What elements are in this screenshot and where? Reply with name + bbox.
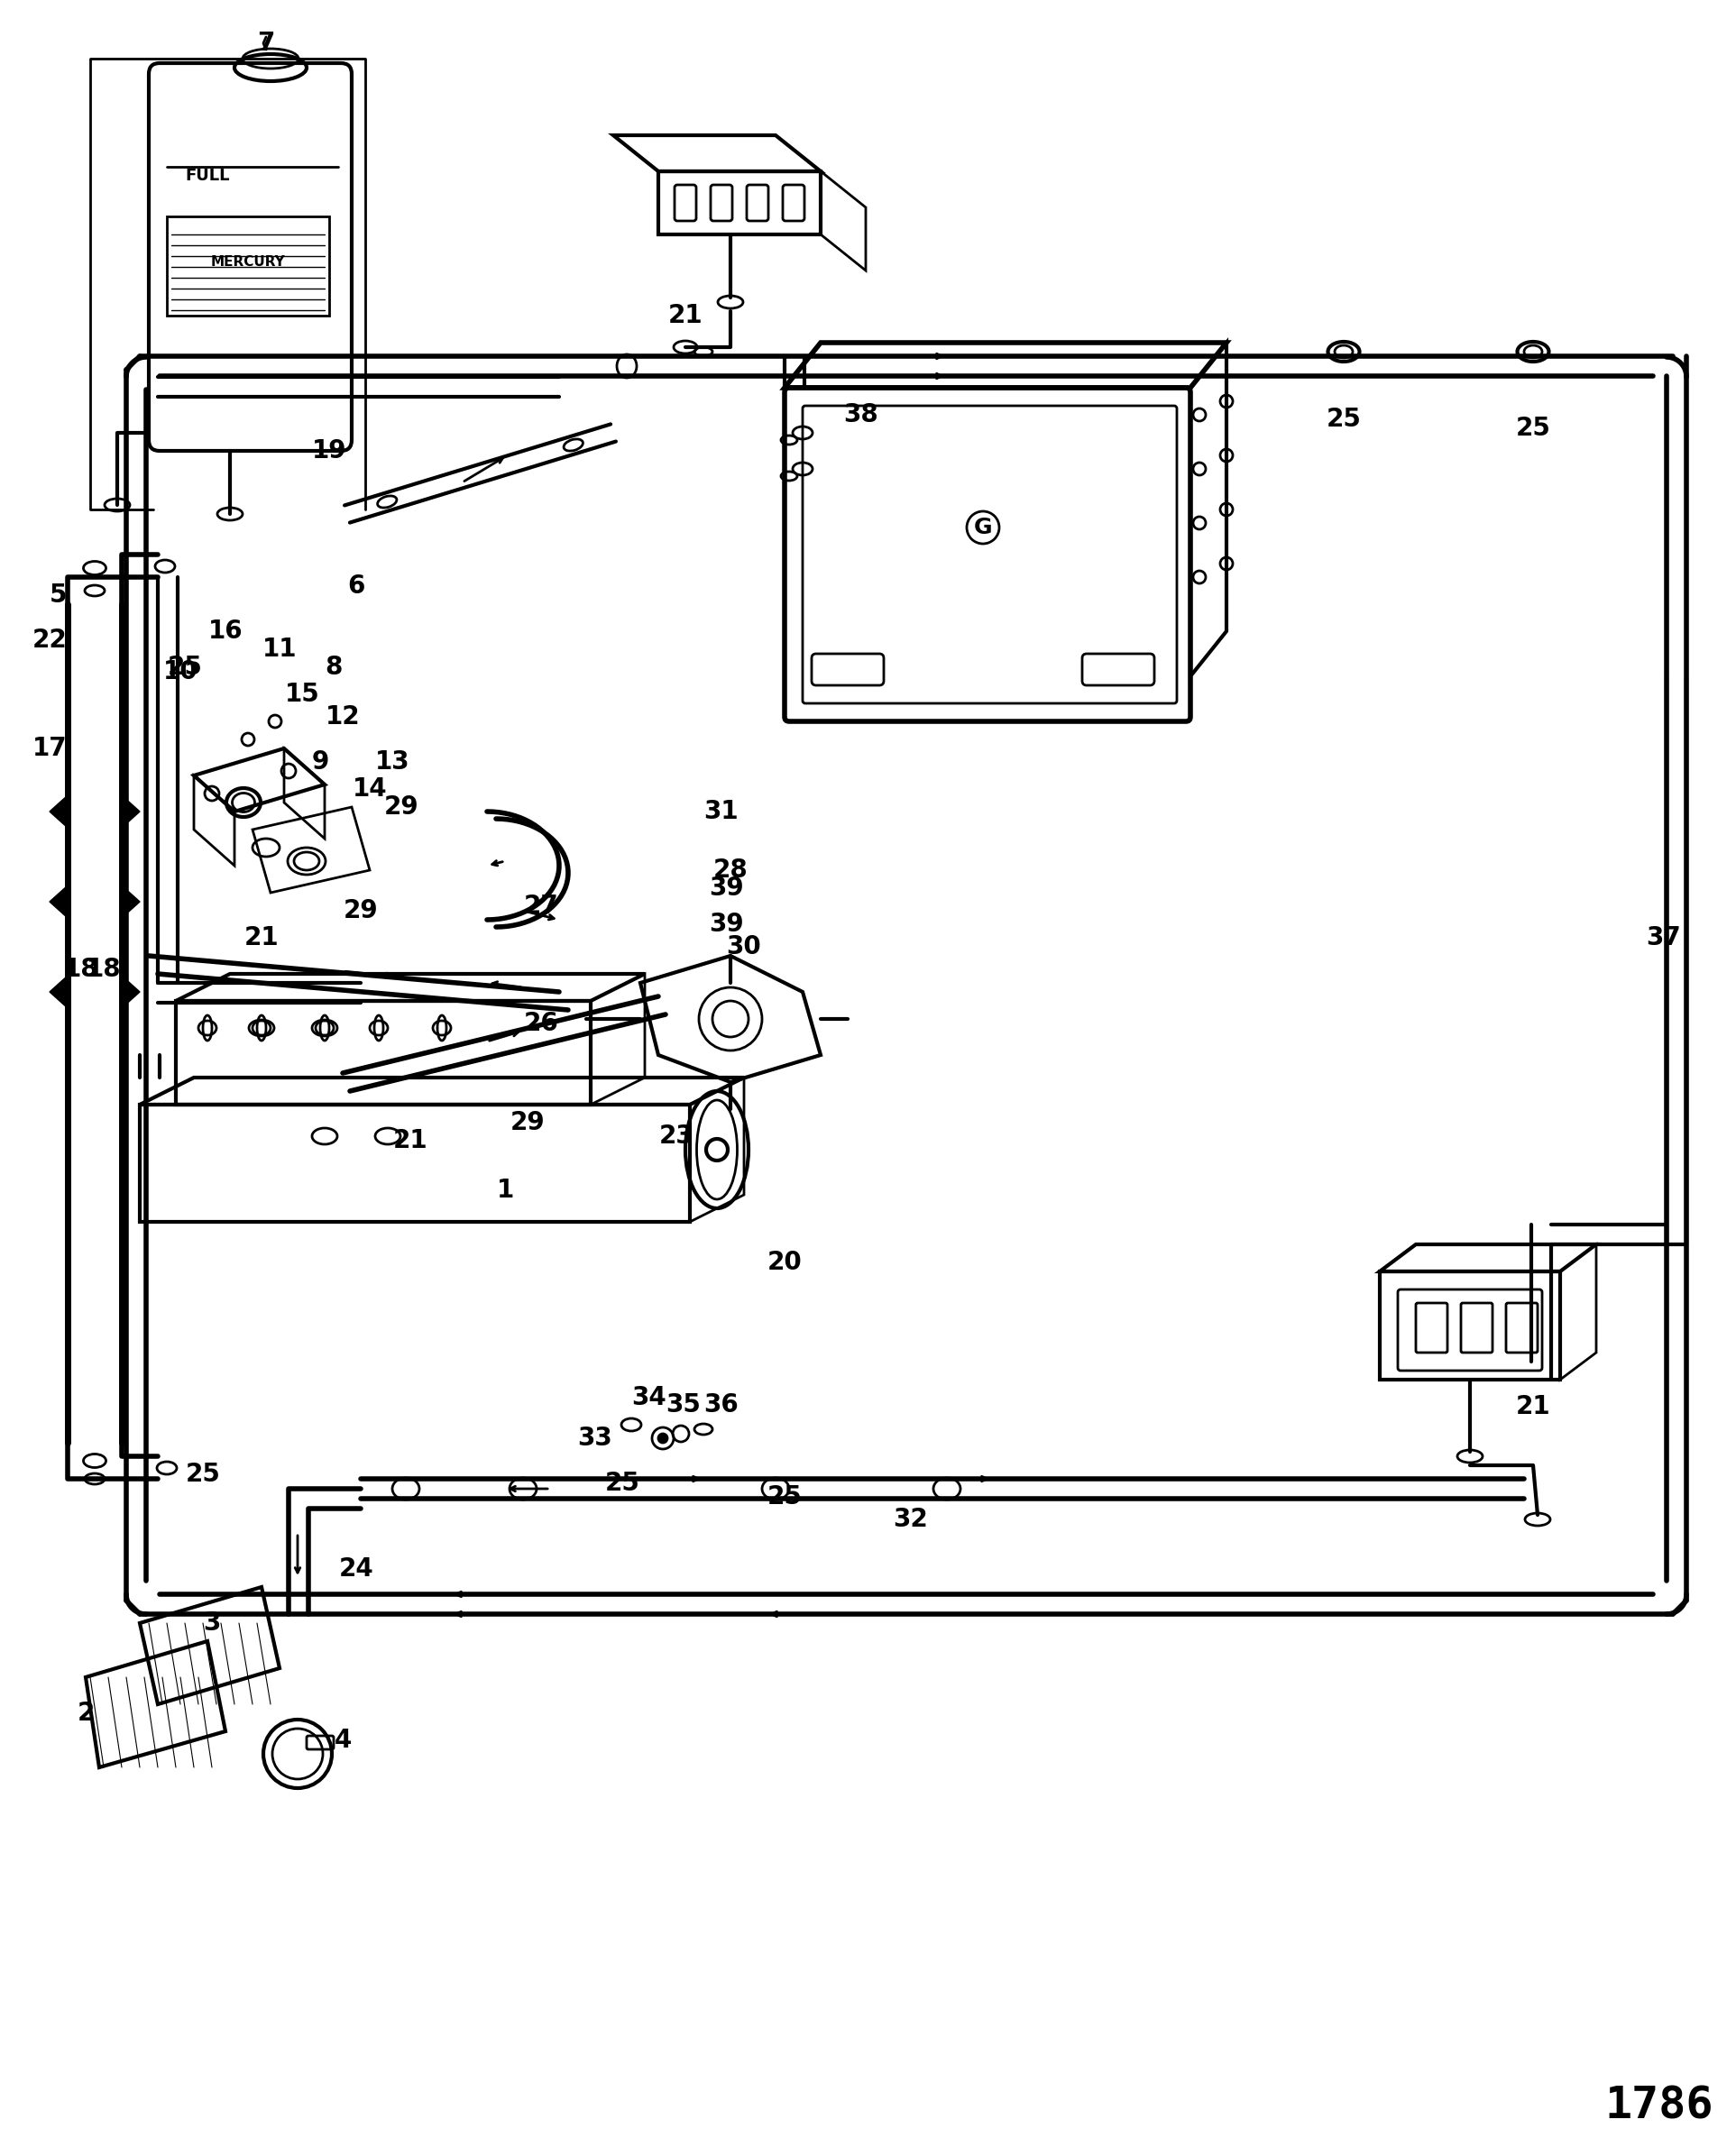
Text: 1: 1 (496, 1179, 514, 1202)
Text: 34: 34 (632, 1385, 667, 1411)
Text: 10: 10 (163, 659, 198, 685)
Text: 22: 22 (33, 627, 68, 653)
Text: 20: 20 (767, 1250, 802, 1275)
Text: 1786: 1786 (1606, 2085, 1713, 2128)
Text: 36: 36 (705, 1391, 740, 1417)
Text: 17: 17 (33, 736, 68, 760)
Text: 14: 14 (352, 777, 387, 801)
Text: 29: 29 (510, 1110, 545, 1136)
Text: 5: 5 (50, 582, 68, 608)
Text: 29: 29 (384, 794, 418, 820)
Polygon shape (122, 885, 141, 919)
Text: 21: 21 (245, 925, 279, 951)
Text: 25: 25 (604, 1471, 641, 1496)
Text: 35: 35 (667, 1391, 701, 1417)
Text: 7: 7 (257, 30, 274, 56)
Text: 37: 37 (1646, 925, 1682, 951)
Text: 6: 6 (347, 573, 365, 599)
Text: 32: 32 (894, 1507, 929, 1533)
Text: 26: 26 (524, 1011, 559, 1037)
Text: 30: 30 (727, 934, 762, 960)
Text: 16: 16 (208, 618, 243, 644)
Text: 8: 8 (325, 655, 342, 681)
Text: 33: 33 (578, 1426, 613, 1451)
Text: 27: 27 (524, 893, 559, 919)
Text: 18: 18 (64, 958, 99, 981)
Text: 3: 3 (203, 1610, 220, 1636)
Polygon shape (50, 794, 68, 829)
Text: 39: 39 (708, 912, 743, 936)
Text: 29: 29 (344, 897, 378, 923)
Polygon shape (122, 794, 141, 829)
Text: G: G (974, 517, 993, 539)
Text: FULL: FULL (184, 167, 229, 185)
Text: 21: 21 (668, 303, 703, 328)
Text: 25: 25 (186, 1462, 220, 1488)
Polygon shape (122, 975, 141, 1009)
Circle shape (658, 1434, 667, 1443)
Text: 38: 38 (844, 401, 878, 427)
Text: 25: 25 (1516, 417, 1550, 440)
Polygon shape (141, 1078, 745, 1104)
Polygon shape (50, 885, 68, 919)
Text: 25: 25 (767, 1484, 802, 1509)
Text: 13: 13 (375, 749, 410, 775)
Text: 2: 2 (76, 1700, 94, 1726)
Text: 4: 4 (333, 1728, 351, 1752)
Text: 23: 23 (660, 1123, 694, 1149)
Text: MERCURY: MERCURY (210, 255, 285, 268)
Text: 12: 12 (325, 704, 359, 730)
Polygon shape (50, 975, 68, 1009)
Text: 24: 24 (339, 1557, 373, 1582)
Text: 39: 39 (708, 876, 743, 902)
Text: 28: 28 (713, 857, 748, 882)
Text: 21: 21 (392, 1127, 427, 1153)
Text: 19: 19 (312, 438, 347, 464)
Text: 21: 21 (1516, 1393, 1550, 1419)
Text: 15: 15 (285, 683, 319, 706)
Bar (167, 217, 330, 316)
Text: 25: 25 (1326, 406, 1361, 432)
Text: 25: 25 (167, 655, 203, 681)
Text: 18: 18 (87, 958, 122, 981)
Text: 9: 9 (311, 749, 328, 775)
Text: 11: 11 (262, 638, 297, 661)
Text: 31: 31 (705, 799, 740, 824)
